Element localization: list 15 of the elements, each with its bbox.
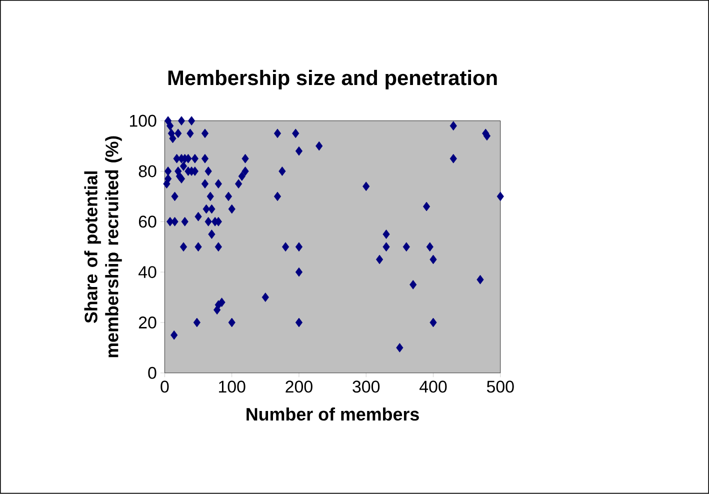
y-tick-label: 0 <box>148 367 156 380</box>
y-tick-label: 80 <box>138 165 156 178</box>
y-tick-label: 100 <box>130 114 156 127</box>
x-tick-label: 0 <box>160 380 169 393</box>
y-tick-label: 60 <box>138 216 156 228</box>
x-tick-label: 200 <box>286 380 312 393</box>
x-tick-label: 100 <box>219 380 246 393</box>
x-tick-label: 300 <box>352 380 380 393</box>
x-tick-label: 500 <box>486 380 514 393</box>
y-axis-title: Share of potential membership recruited (%) <box>84 136 122 358</box>
x-axis-title: Number of members <box>246 408 419 421</box>
chart-title: Membership size and penetration <box>168 70 497 90</box>
y-tick-label: 20 <box>138 316 156 329</box>
x-tick-label: 400 <box>420 380 447 393</box>
y-tick-label: 40 <box>138 266 156 278</box>
